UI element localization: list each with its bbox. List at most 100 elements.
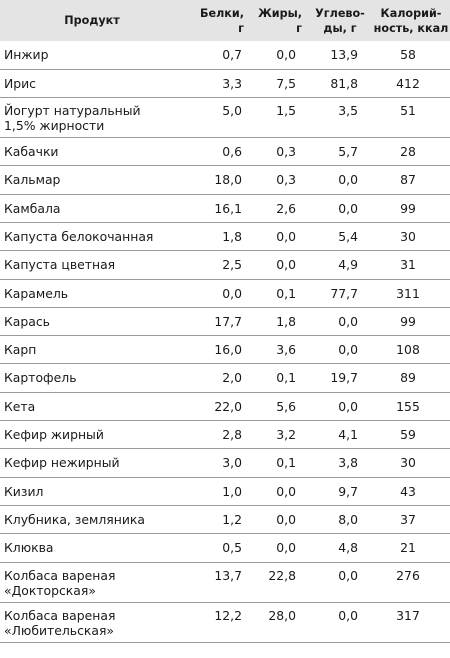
table-row: Колбаса вареная «Любительская» 12,2 28,0 0,… [0,602,450,643]
product-name-cell-text: Ирис [4,75,36,91]
carbs-cell-text: 5,7 [338,144,358,160]
calories-cell: 412 [372,69,450,97]
protein-cell-text: 16,1 [214,200,242,216]
fat-cell: 3,6 [250,336,308,364]
calories-cell: 30 [372,449,450,477]
protein-cell: 1,2 [196,505,250,533]
calories-cell-text: 43 [400,483,416,499]
calories-cell: 51 [372,98,450,138]
product-name-cell-text: Картофель [4,370,77,386]
carbs-cell: 0,0 [308,307,372,335]
carbs-cell-text: 8,0 [338,511,358,527]
protein-cell-text: 22,0 [214,398,242,414]
product-name-cell-text: Инжир [4,47,49,62]
carbs-cell-text: 3,5 [338,103,358,119]
carbs-cell: 9,7 [308,477,372,505]
fat-cell: 1,5 [250,98,308,138]
calories-cell-text: 108 [396,342,420,358]
carbs-cell: 0,0 [308,194,372,222]
fat-cell: 0,0 [250,251,308,279]
carbs-cell: 8,0 [308,505,372,533]
carbs-cell: 5,4 [308,222,372,250]
product-name-cell: Карась [0,307,196,335]
carbs-cell-text: 0,0 [338,342,358,358]
calories-cell-text: 276 [396,567,420,583]
fat-cell: 2,6 [250,194,308,222]
table-row: Клюква 0,5 0,0 4,8 21 [0,534,450,563]
protein-cell: 0,6 [196,138,250,166]
fat-cell: 5,6 [250,392,308,420]
product-name-cell: Кефир нежирный [0,449,196,477]
calories-cell-text: 28 [400,144,416,160]
protein-cell-text: 3,0 [222,455,242,471]
nutrition-table: Продукт Белки, г Жиры, г Углево- ды, г К… [0,0,450,643]
product-name-cell: Клюква [0,534,196,562]
carbs-cell-text: 77,7 [330,285,358,301]
fat-cell: 0,0 [250,477,308,505]
product-name-cell: Камбала [0,194,196,222]
calories-cell-text: 89 [400,370,416,386]
fat-cell-text: 0,1 [276,370,296,386]
carbs-cell-text: 19,7 [330,370,358,386]
calories-cell-text: 311 [396,285,420,301]
header-calories: Калорий- ность, ккал [372,0,450,41]
calories-cell: 317 [372,602,450,642]
calories-cell: 28 [372,138,450,166]
carbs-cell: 4,8 [308,534,372,562]
protein-cell-text: 16,0 [214,342,242,358]
carbs-cell-text: 3,8 [338,455,358,471]
product-name-cell-text: Кефир нежирный [4,455,120,471]
protein-cell-text: 18,0 [214,172,242,188]
fat-cell: 28,0 [250,602,308,642]
calories-cell-text: 59 [400,427,416,443]
calories-cell-text: 87 [400,172,416,188]
product-name-cell-text: Карась [4,313,50,329]
fat-cell-text: 0,0 [276,228,296,244]
header-protein: Белки, г [200,6,244,35]
table-row: Карамель 0,0 0,1 77,7 311 [0,279,450,308]
carbs-cell-text: 13,9 [330,47,358,62]
carbs-cell: 4,9 [308,251,372,279]
protein-cell: 13,7 [196,562,250,602]
table-row: Капуста цветная 2,5 0,0 4,9 31 [0,251,450,280]
protein-cell-text: 1,8 [222,228,242,244]
calories-cell: 31 [372,251,450,279]
fat-cell-text: 0,0 [276,47,296,62]
carbs-cell-text: 9,7 [338,483,358,499]
product-name-cell-text: Кета [4,398,36,414]
fat-cell: 0,1 [250,449,308,477]
product-name-cell: Кабачки [0,138,196,166]
calories-cell-text: 317 [396,607,420,623]
table-row: Кизил 1,0 0,0 9,7 43 [0,477,450,506]
calories-cell: 59 [372,421,450,449]
protein-cell: 16,1 [196,194,250,222]
carbs-cell-text: 0,0 [338,607,358,623]
protein-cell-text: 2,0 [222,370,242,386]
protein-cell-text: 5,0 [222,103,242,119]
product-name-cell: Йогурт натуральный 1,5% жирности [0,98,196,138]
product-name-cell-text: Карамель [4,285,69,301]
carbs-cell: 0,0 [308,602,372,642]
protein-cell-text: 1,2 [222,511,242,527]
calories-cell: 276 [372,562,450,602]
product-name-cell: Колбаса вареная «Докторская» [0,562,196,602]
fat-cell: 1,8 [250,307,308,335]
fat-cell: 0,0 [250,505,308,533]
carbs-cell: 77,7 [308,279,372,307]
carbs-cell: 5,7 [308,138,372,166]
fat-cell: 3,2 [250,421,308,449]
carbs-cell: 0,0 [308,336,372,364]
protein-cell: 1,8 [196,222,250,250]
fat-cell: 0,0 [250,222,308,250]
table-header: Продукт Белки, г Жиры, г Углево- ды, г К… [0,0,450,41]
protein-cell-text: 0,5 [222,540,242,556]
header-calories-text: Калорий- ность, ккал [373,6,449,35]
fat-cell: 0,0 [250,534,308,562]
fat-cell-text: 0,0 [276,540,296,556]
product-name-cell: Инжир [0,41,196,69]
carbs-cell: 0,0 [308,562,372,602]
carbs-cell-text: 4,1 [338,427,358,443]
calories-cell: 99 [372,307,450,335]
product-name-cell-text: Колбаса вареная «Докторская» [4,567,116,598]
carbs-cell: 3,5 [308,98,372,138]
